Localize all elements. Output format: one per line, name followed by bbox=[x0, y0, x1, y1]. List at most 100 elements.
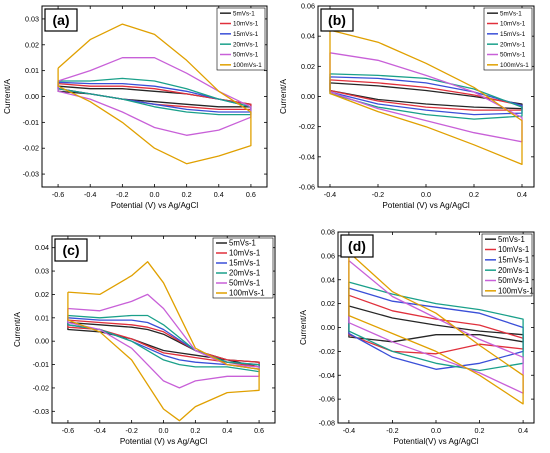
y-tick-label: 0.06 bbox=[301, 2, 315, 11]
x-tick-label: -0.6 bbox=[52, 190, 64, 199]
legend-label: 15mVs-1 bbox=[229, 259, 260, 268]
x-tick-label: -0.2 bbox=[116, 190, 128, 199]
series-line-100mVs-1 bbox=[329, 29, 523, 166]
x-tick-label: 0.0 bbox=[159, 426, 169, 435]
legend-label: 10mVs-1 bbox=[229, 249, 260, 258]
y-tick-label: -0.02 bbox=[299, 122, 315, 131]
x-tick-label: 0.0 bbox=[150, 190, 160, 199]
y-tick-label: -0.02 bbox=[319, 347, 335, 356]
x-tick-label: -0.2 bbox=[372, 190, 384, 199]
y-tick-label: -0.04 bbox=[299, 152, 315, 161]
series-line-100mVs-1 bbox=[348, 251, 524, 405]
legend-label: 100mVs-1 bbox=[233, 62, 262, 69]
legend-label: 10mVs-1 bbox=[233, 21, 259, 28]
panel-label-box bbox=[340, 234, 374, 258]
y-tick-label: 0.02 bbox=[25, 40, 39, 49]
x-tick-label: -0.4 bbox=[343, 426, 355, 435]
legend-label: 15mVs-1 bbox=[498, 256, 529, 265]
x-tick-label: 0.0 bbox=[431, 426, 441, 435]
y-tick-label: -0.01 bbox=[33, 360, 49, 369]
legend-label: 5mVs-1 bbox=[233, 10, 255, 17]
legend-label: 10mVs-1 bbox=[500, 21, 526, 28]
legend-label: 50mVs-1 bbox=[500, 52, 526, 59]
series-line-100mVs-1 bbox=[57, 23, 252, 165]
y-axis-label: Current/A bbox=[13, 311, 22, 347]
y-tick-label: 0.01 bbox=[35, 313, 49, 322]
legend-label: 5mVs-1 bbox=[498, 235, 525, 244]
x-tick-label: 0.4 bbox=[518, 426, 528, 435]
legend-box bbox=[481, 233, 533, 297]
x-tick-label: 0.4 bbox=[214, 190, 224, 199]
y-tick-label: 0.01 bbox=[25, 66, 39, 75]
panel-label-box bbox=[54, 238, 88, 262]
y-tick-label: -0.08 bbox=[319, 419, 335, 428]
y-tick-label: 0.08 bbox=[321, 228, 335, 237]
y-tick-label: -0.03 bbox=[23, 170, 39, 179]
x-axis-label: Potential (V) vs Ag/AgCl bbox=[382, 201, 470, 210]
y-tick-label: 0.02 bbox=[301, 62, 315, 71]
legend-label: 15mVs-1 bbox=[233, 31, 259, 38]
series-line-50mVs-1 bbox=[67, 293, 260, 389]
x-tick-label: 0.2 bbox=[469, 190, 479, 199]
legend-box bbox=[483, 7, 533, 71]
panel-label-box bbox=[44, 8, 78, 32]
x-tick-label: 0.4 bbox=[517, 190, 527, 199]
y-tick-label: -0.01 bbox=[23, 118, 39, 127]
series-line-10mVs-1 bbox=[57, 82, 252, 111]
panel-b: -0.4 -0.2 0.0 0.2 0.4 -0.06 -0.04 -0.02 0.00 0.02… bbox=[279, 2, 535, 210]
x-tick-label: 0.4 bbox=[222, 426, 232, 435]
y-tick-label: 0.00 bbox=[35, 337, 49, 346]
y-tick-label: 0.03 bbox=[35, 267, 49, 276]
panel-c: -0.6 -0.4 -0.2 0.0 0.2 0.4 0.6 -0.03 -0.02 -0.01 0… bbox=[13, 235, 276, 446]
y-axis-label: Current/A bbox=[279, 78, 288, 114]
x-tick-label: 0.2 bbox=[190, 426, 200, 435]
x-tick-label: -0.2 bbox=[125, 426, 137, 435]
panel-label: (b) bbox=[328, 12, 346, 28]
legend-label: 20mVs-1 bbox=[229, 269, 260, 278]
x-tick-label: 0.6 bbox=[254, 426, 264, 435]
x-tick-label: 0.2 bbox=[475, 426, 485, 435]
legend-label: 50mVs-1 bbox=[498, 276, 529, 285]
x-axis-label: Potential (V) vs Ag/AgCl bbox=[120, 437, 208, 446]
x-tick-label: 0.0 bbox=[421, 190, 431, 199]
x-axis-label: Potential (V) vs Ag/AgCl bbox=[111, 201, 199, 210]
panel-label: (c) bbox=[62, 242, 79, 258]
legend-label: 100mVs-1 bbox=[229, 289, 265, 298]
legend-label: 20mVs-1 bbox=[233, 41, 259, 48]
y-tick-label: -0.02 bbox=[23, 144, 39, 153]
x-tick-label: -0.4 bbox=[84, 190, 96, 199]
legend-label: 50mVs-1 bbox=[229, 279, 260, 288]
y-tick-label: 0.04 bbox=[301, 32, 315, 41]
legend-box bbox=[212, 237, 274, 299]
panel-label: (a) bbox=[52, 12, 69, 28]
series-line-5mVs-1 bbox=[348, 305, 524, 343]
x-tick-label: -0.4 bbox=[94, 426, 106, 435]
y-tick-label: -0.06 bbox=[299, 183, 315, 192]
legend-label: 15mVs-1 bbox=[500, 31, 526, 38]
legend-label: 100mVs-1 bbox=[500, 62, 529, 69]
panel-d: -0.4 -0.2 0.0 0.2 0.4 -0.08 -0.06 -0.04 -0.02 0.0… bbox=[299, 228, 535, 446]
y-tick-label: 0.04 bbox=[35, 243, 49, 252]
legend-box bbox=[216, 7, 266, 71]
x-tick-label: 0.2 bbox=[182, 190, 192, 199]
y-tick-label: -0.02 bbox=[33, 383, 49, 392]
legend-label: 5mVs-1 bbox=[500, 10, 522, 17]
series-line-15mVs-1 bbox=[57, 81, 252, 113]
y-tick-label: 0.00 bbox=[301, 92, 315, 101]
legend-label: 20mVs-1 bbox=[500, 41, 526, 48]
y-tick-label: -0.06 bbox=[319, 395, 335, 404]
x-axis-label: Potential(V) vs Ag/AgCl bbox=[393, 437, 478, 446]
y-tick-label: 0.06 bbox=[321, 251, 335, 260]
x-tick-label: 0.6 bbox=[246, 190, 256, 199]
panel-label: (d) bbox=[348, 238, 366, 254]
y-tick-label: -0.04 bbox=[319, 371, 335, 380]
x-tick-label: -0.2 bbox=[386, 426, 398, 435]
panel-label-box bbox=[320, 8, 354, 32]
panel-a: -0.6 -0.4 -0.2 0.0 0.2 0.4 0.6 -0.03 -0.02 -0.01 0… bbox=[3, 5, 268, 210]
legend-label: 100mVs-1 bbox=[498, 287, 534, 296]
legend-label: 50mVs-1 bbox=[233, 52, 259, 59]
y-axis-label: Current/A bbox=[3, 78, 12, 114]
legend-label: 20mVs-1 bbox=[498, 266, 529, 275]
